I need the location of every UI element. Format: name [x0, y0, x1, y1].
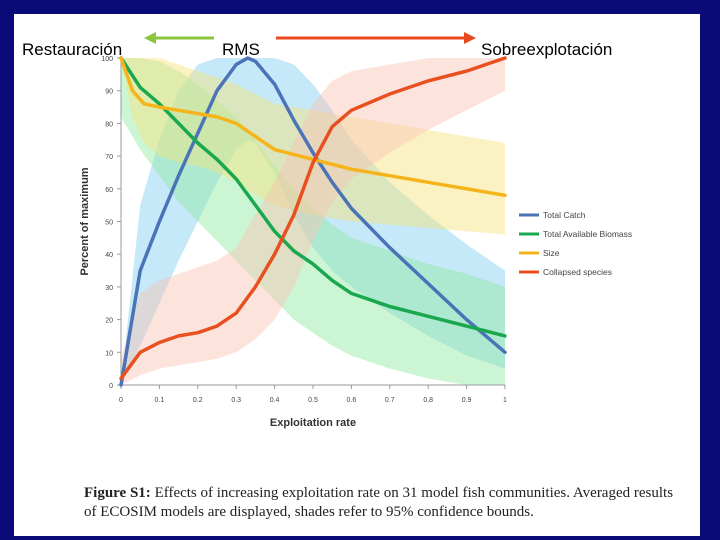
y-tick-label: 100 — [101, 56, 113, 63]
confidence-band-2 — [121, 58, 505, 235]
legend-label-0: Total Catch — [543, 210, 586, 220]
caption-label: Figure S1: — [84, 485, 151, 501]
y-tick-label: 60 — [105, 187, 113, 194]
sobreexplotacion-label: Sobreexplotación — [481, 40, 613, 59]
x-tick-label: 0.3 — [231, 397, 241, 404]
series-line-0 — [119, 56, 507, 387]
x-tick-label: 0.2 — [193, 397, 203, 404]
y-tick-label: 50 — [105, 220, 113, 227]
series-line-3 — [119, 56, 507, 381]
x-tick-label: 0.4 — [270, 397, 280, 404]
legend-label-2: Size — [543, 248, 560, 258]
confidence-band-1 — [121, 58, 505, 385]
caption-text: Effects of increasing exploitation rate … — [84, 485, 674, 520]
x-tick-label: 0.7 — [385, 397, 395, 404]
legend-label-1: Total Available Biomass — [543, 229, 632, 239]
restauracion-arrowhead — [144, 32, 156, 44]
x-tick-label: 0.5 — [308, 397, 318, 404]
x-tick-label: 0.1 — [155, 397, 165, 404]
y-axis-title: Percent of maximum — [79, 167, 91, 275]
sobreexplotacion-arrowhead — [464, 32, 476, 44]
x-tick-label: 0.9 — [462, 397, 472, 404]
y-tick-label: 80 — [105, 121, 113, 128]
rms-label: RMS — [222, 40, 260, 59]
slide: Restauración RMS Sobreexplotación 0 10 20 3… — [14, 14, 700, 536]
confidence-band-3 — [121, 58, 505, 385]
x-tick-label: 0 — [119, 397, 123, 404]
series-line-1 — [119, 56, 507, 338]
series-line-2 — [119, 56, 507, 198]
confidence-band-0 — [121, 58, 505, 385]
y-tick-label: 70 — [105, 154, 113, 161]
chart: 0 10 20 30 40 50 60 70 80 90 100 0 0.1 0.2 0.3 0.4 0.5 0.… — [79, 32, 632, 429]
x-tick-label: 0.8 — [423, 397, 433, 404]
y-tick-label: 40 — [105, 252, 113, 259]
y-tick-label: 0 — [109, 383, 113, 390]
legend-label-3: Collapsed species — [543, 267, 612, 277]
y-tick-label: 30 — [105, 285, 113, 292]
y-tick-label: 10 — [105, 350, 113, 357]
y-tick-label: 90 — [105, 89, 113, 96]
x-axis-title: Exploitation rate — [270, 417, 356, 429]
x-tick-label: 0.6 — [347, 397, 357, 404]
y-tick-label: 20 — [105, 318, 113, 325]
figure-caption: Figure S1: Effects of increasing exploit… — [84, 484, 674, 522]
x-tick-label: 1 — [503, 397, 507, 404]
restauracion-label: Restauración — [22, 40, 123, 59]
